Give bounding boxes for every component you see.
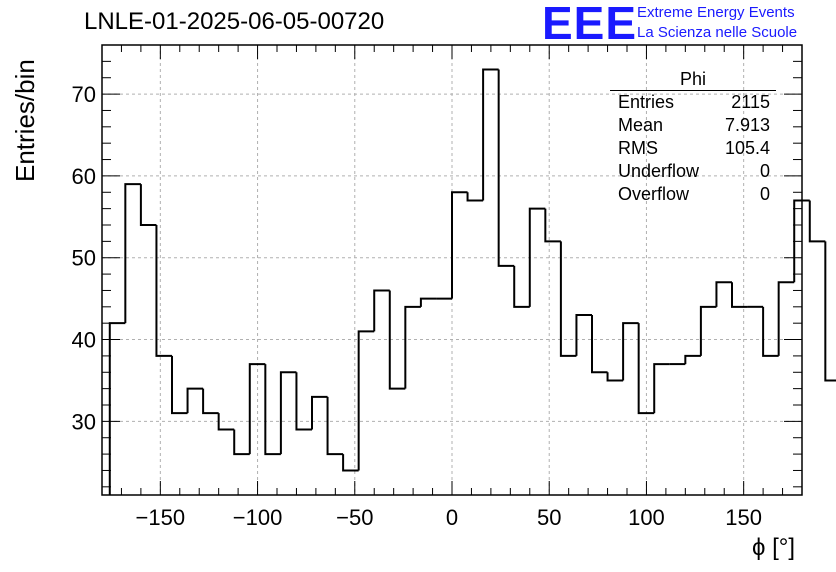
stats-row-mean: Mean 7.913	[610, 114, 776, 137]
x-tick-label: −150	[136, 505, 186, 530]
x-tick-label: −100	[233, 505, 283, 530]
histogram-bin	[248, 363, 266, 455]
histogram-bin	[606, 372, 624, 382]
stats-value: 0	[759, 184, 770, 204]
stats-value: 0	[759, 161, 770, 181]
histogram-bin	[388, 290, 406, 390]
y-tick-label: 40	[72, 328, 96, 353]
histogram-bin	[202, 388, 219, 415]
histogram-bin	[311, 395, 328, 430]
histogram-bin	[295, 372, 312, 431]
histogram-bin	[637, 323, 655, 415]
histogram-bin	[482, 68, 499, 201]
y-tick-label: 60	[72, 164, 96, 189]
stats-value: 2115	[731, 92, 770, 112]
histogram-bin	[762, 306, 779, 357]
histogram-bin	[591, 315, 608, 374]
tick-labels: −150 −100 −50 0 50 100 150 30 40 50 60 70	[72, 82, 763, 530]
histogram-bin	[373, 289, 390, 332]
histogram-bin	[171, 355, 188, 415]
histogram-bin	[497, 69, 515, 267]
stats-label: Mean	[618, 115, 664, 135]
histogram-bin	[793, 199, 810, 283]
stats-value: 7.913	[724, 115, 770, 135]
histogram-bin	[777, 281, 795, 356]
histogram-bin	[731, 282, 748, 308]
histogram-bin	[217, 413, 235, 431]
histogram-bin	[326, 396, 344, 456]
grid-lines	[102, 45, 802, 495]
x-axis-label: ϕ [°]	[752, 534, 796, 561]
stats-label: Entries	[618, 92, 675, 112]
y-axis-label: Entries/bin	[10, 59, 40, 182]
histogram-bin	[108, 322, 126, 495]
histogram-bin	[513, 265, 530, 308]
x-tick-label: −50	[336, 505, 373, 530]
histogram-bin	[544, 208, 561, 243]
histogram-bin	[451, 191, 468, 299]
stats-label: RMS	[618, 138, 658, 158]
histogram-bin	[684, 354, 701, 365]
histogram-bin	[528, 207, 546, 307]
stats-label: Underflow	[618, 161, 700, 181]
y-tick-label: 70	[72, 82, 96, 107]
histogram-bin	[357, 330, 375, 471]
histogram-bin	[622, 322, 639, 381]
histogram-bin	[419, 297, 437, 307]
histogram-bin	[279, 371, 297, 455]
x-tick-label: 50	[537, 505, 561, 530]
histogram-bin	[575, 314, 592, 356]
x-tick-label: 150	[725, 505, 762, 530]
chart-title: LNLE-01-2025-06-05-00720	[84, 8, 385, 35]
histogram-bin	[466, 192, 484, 202]
stats-row-underflow: Underflow 0	[610, 160, 776, 183]
histogram-bin	[808, 200, 826, 243]
stats-row-overflow: Overflow 0	[610, 183, 776, 206]
histogram-bin	[124, 183, 141, 324]
x-tick-label: 0	[446, 505, 458, 530]
histogram-bin	[824, 241, 836, 382]
histogram-bin	[155, 225, 172, 357]
histogram-bin	[559, 241, 577, 357]
histogram-bin	[342, 454, 359, 472]
histogram-bin	[233, 429, 250, 456]
histogram-bin	[264, 364, 281, 456]
logo-line-1: Extreme Energy Events	[637, 4, 795, 21]
stats-row-rms: RMS 105.4	[610, 137, 776, 160]
stats-label: Overflow	[618, 184, 690, 204]
axis-ticks	[101, 44, 803, 495]
histogram-bin	[139, 184, 157, 226]
histogram-bin	[715, 281, 732, 307]
y-tick-label: 30	[72, 409, 96, 434]
stats-box: Phi Entries 2115 Mean 7.913 RMS 105.4 Un…	[610, 68, 776, 206]
histogram-bin	[404, 305, 421, 389]
y-tick-label: 50	[72, 246, 96, 271]
x-tick-label: 100	[628, 505, 665, 530]
logo-line-2: La Scienza nelle Scuole	[637, 24, 798, 41]
histogram-bin	[699, 305, 717, 356]
stats-value: 105.4	[724, 138, 770, 158]
eee-logo: EEE	[542, 0, 638, 49]
stats-row-entries: Entries 2115	[610, 91, 776, 114]
histogram-bin	[186, 387, 204, 414]
stats-title: Phi	[610, 68, 776, 91]
histogram-bin	[653, 363, 670, 414]
